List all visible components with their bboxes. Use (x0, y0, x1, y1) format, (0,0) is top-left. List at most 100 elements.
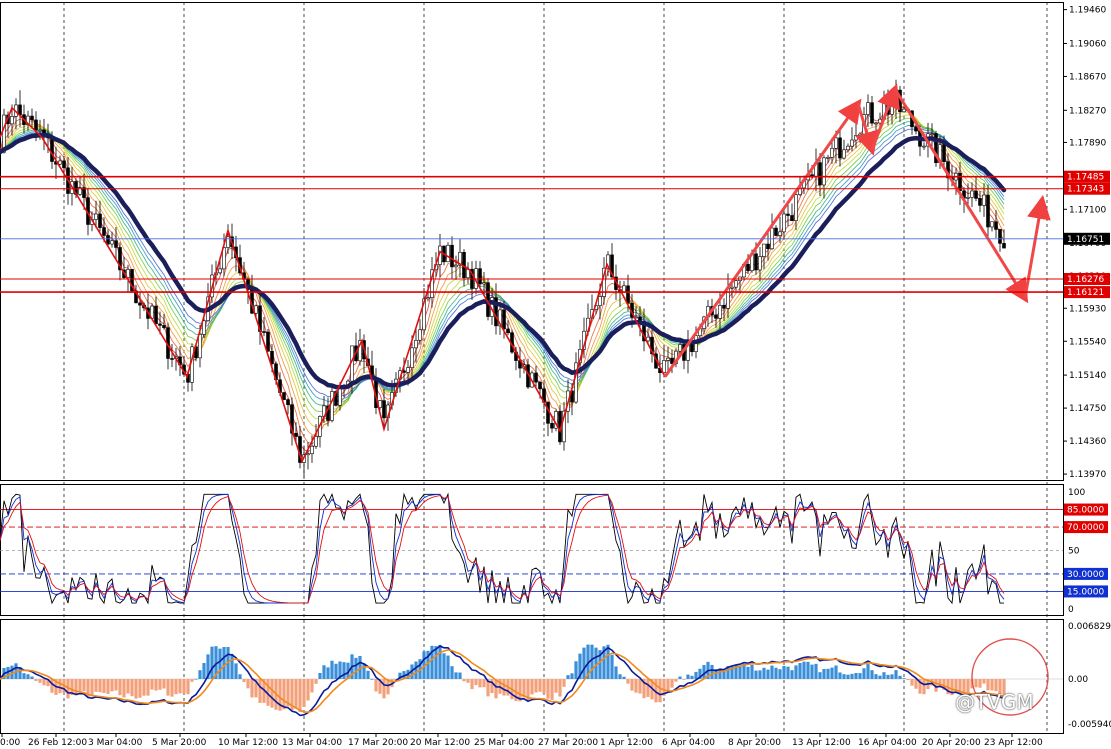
osc-tick-label: 100 (1068, 488, 1085, 498)
candle-body (162, 325, 166, 328)
macd-hist-bar (642, 679, 646, 699)
candle-body (734, 280, 738, 288)
projection-arrow-4 (1023, 194, 1051, 299)
price-tick-label: 1.19460 (1069, 6, 1106, 16)
macd-hist-bar (174, 679, 178, 695)
macd-hist-bar (234, 663, 238, 679)
candle-body (846, 145, 850, 151)
macd-hist-bar (550, 679, 554, 700)
candle-body (154, 305, 158, 325)
candle-body (102, 227, 106, 236)
candle-body (294, 432, 298, 437)
candle-body (266, 331, 270, 352)
macd-hist-bar (434, 646, 438, 679)
macd-hist-bar (866, 664, 870, 679)
candle-body (426, 297, 430, 300)
ribbon-ma-7 (0, 124, 1005, 403)
macd-hist-bar (478, 679, 482, 688)
macd-hist-bar (894, 670, 898, 679)
macd-hist-bar (578, 653, 582, 679)
macd-hist-bar (962, 679, 966, 695)
macd-hist-bar (814, 663, 818, 679)
macd-hist-bar (494, 679, 498, 699)
candle-body (494, 297, 498, 327)
candle-body (106, 235, 110, 245)
macd-hist-bar (542, 679, 546, 694)
macd-hist-bar (906, 679, 910, 681)
current-price-tag (1064, 232, 1110, 245)
macd-hist-bar (422, 651, 426, 679)
macd-hist-bar (102, 679, 106, 693)
macd-hist-bar (138, 679, 142, 698)
ribbon-ma-5 (0, 117, 1005, 413)
macd-hist-bar (518, 679, 522, 702)
macd-hist-bar (250, 679, 254, 698)
candle-body (978, 198, 982, 206)
macd-hist-bar (374, 679, 378, 692)
candle-body (994, 221, 998, 230)
level-tag (1064, 170, 1110, 183)
time-tick-label: 0:00 (0, 738, 20, 748)
macd-hist-bar (222, 647, 226, 679)
candle-body (406, 367, 410, 373)
macd-hist-bar (918, 679, 922, 694)
macd-hist-bar (6, 666, 10, 679)
macd-hist-bar (370, 678, 374, 680)
candle-body (78, 187, 82, 195)
macd-tick-label: 0.00 (1068, 675, 1088, 685)
macd-hist-bar (218, 648, 222, 679)
macd-hist-bar (338, 661, 342, 679)
time-tick-label: 27 Mar 20:00 (538, 738, 598, 748)
candle-body (170, 358, 174, 360)
macd-hist-bar (538, 679, 542, 692)
macd-hist-bar (902, 678, 906, 679)
macd-hist-bar (750, 664, 754, 679)
macd-hist-bar (246, 679, 250, 689)
candle-body (958, 172, 962, 192)
macd-hist-bar (58, 679, 62, 694)
candle-body (138, 302, 142, 306)
candle-body (974, 190, 978, 199)
macd-hist-bar (414, 661, 418, 679)
candle-body (766, 243, 770, 250)
macd-hist-bar (782, 665, 786, 679)
macd-hist-bar (734, 665, 738, 679)
candle-body (758, 256, 762, 271)
macd-hist-bar (98, 679, 102, 693)
panel-frame-1 (0, 484, 1064, 616)
candle-body (270, 350, 274, 365)
macd-hist-bar (810, 664, 814, 679)
macd-hist-bar (34, 679, 38, 682)
candle-body (666, 357, 670, 361)
candle-body (482, 282, 486, 285)
candle-body (158, 323, 162, 326)
candle-body (982, 194, 986, 206)
macd-hist-bar (78, 679, 82, 692)
macd-hist-bar (158, 679, 162, 690)
candle-body (538, 381, 542, 390)
macd-hist-bar (858, 673, 862, 679)
signal-line (0, 649, 1005, 714)
macd-hist-bar (534, 679, 538, 693)
macd-hist-bar (362, 663, 366, 679)
macd-hist-bar (214, 646, 218, 679)
macd-hist-bar (22, 673, 26, 679)
candle-body (418, 329, 422, 341)
macd-hist-bar (746, 666, 750, 679)
macd-hist-bar (134, 679, 138, 699)
macd-hist-bar (514, 679, 518, 701)
candle-body (790, 215, 794, 221)
macd-hist-bar (618, 674, 622, 679)
candle-body (410, 347, 414, 368)
macd-hist-bar (426, 650, 430, 679)
level-tag (1064, 182, 1110, 195)
candle-body (114, 240, 118, 248)
macd-hist-bar (522, 679, 526, 698)
macd-hist-bar (626, 679, 630, 684)
candle-body (838, 137, 842, 159)
candle-body (502, 309, 506, 330)
macd-hist-bar (354, 657, 358, 679)
candle-body (670, 357, 674, 364)
